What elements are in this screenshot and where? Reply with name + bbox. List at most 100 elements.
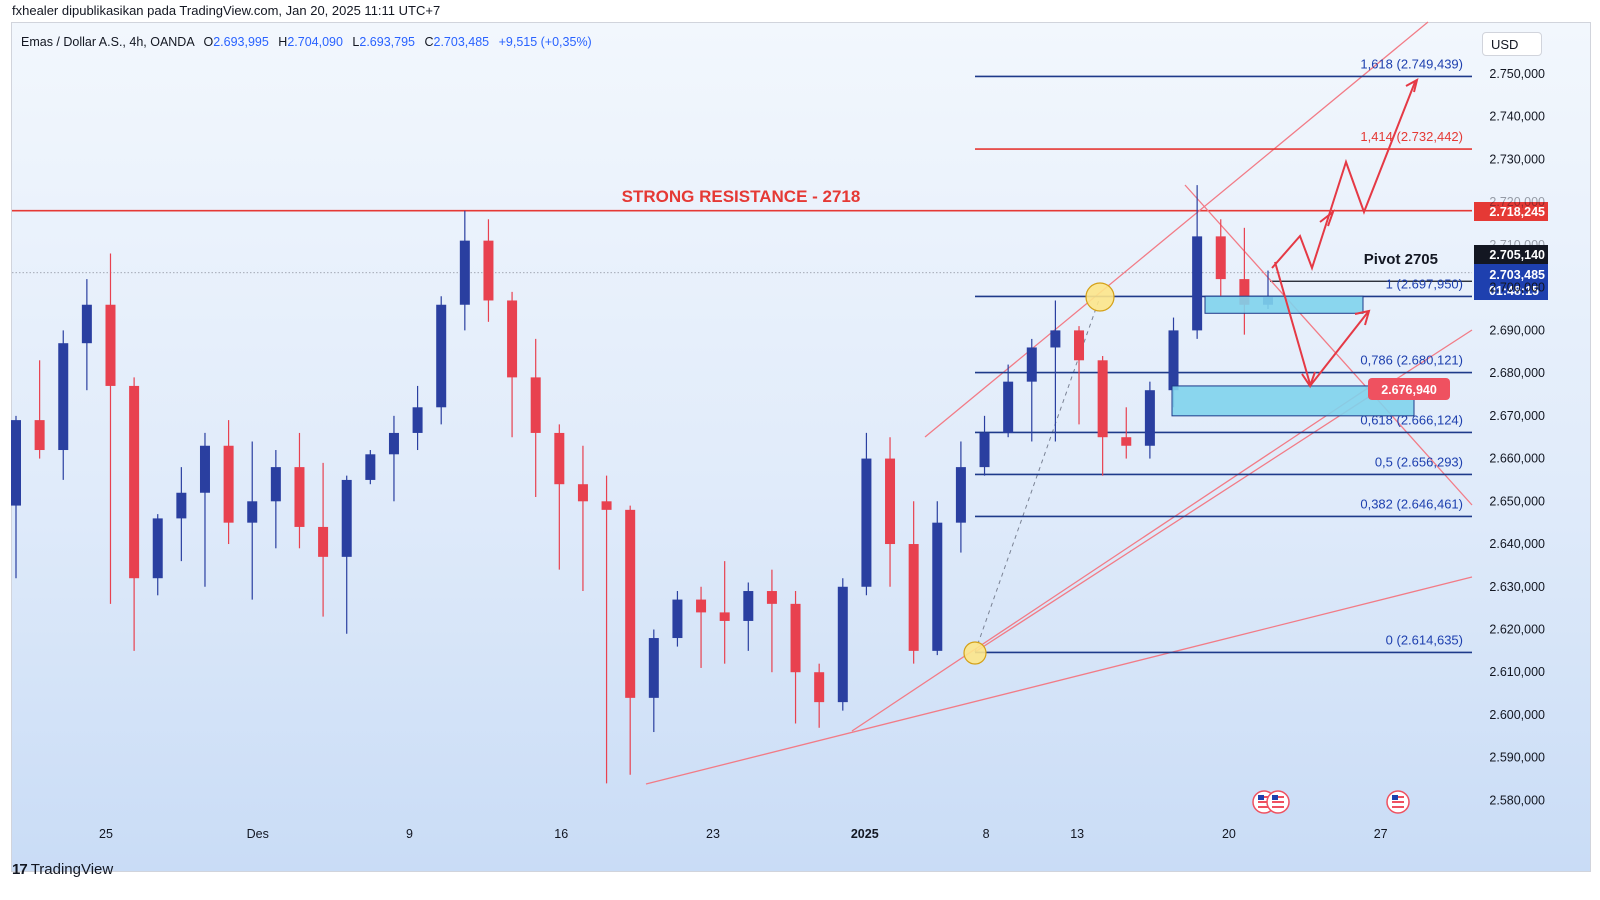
candle-body — [1026, 347, 1037, 382]
resistance-title: STRONG RESISTANCE - 2718 — [622, 187, 861, 206]
x-tick-label: 2025 — [851, 827, 879, 841]
candle-body — [885, 458, 896, 545]
candle-body — [1215, 236, 1226, 280]
brand-name: TradingView — [30, 861, 114, 878]
supply-demand-zone-upper — [1204, 295, 1364, 314]
candle-body — [979, 432, 990, 468]
fib-level-label: 1,414 (2.732,442) — [1360, 129, 1463, 144]
candle-body — [766, 591, 777, 604]
x-tick-label: 8 — [983, 827, 990, 841]
x-tick-label: 23 — [706, 827, 720, 841]
candle-body — [365, 454, 376, 480]
candle-body — [1168, 330, 1179, 391]
flag-canton — [1258, 795, 1264, 800]
candle-body — [1121, 437, 1132, 446]
currency-button[interactable]: USD — [1482, 32, 1542, 56]
pivot-price-tag-bg — [1474, 245, 1548, 264]
y-tick-label: 2.600,000 — [1489, 708, 1545, 722]
fib-level-label: 1,618 (2.749,439) — [1360, 56, 1463, 71]
candle-body — [270, 467, 281, 502]
short-support-trendline — [851, 379, 1381, 732]
publish-line: fxhealer dipublikasikan pada TradingView… — [12, 3, 441, 18]
candle-body — [696, 599, 707, 613]
candle-body — [1003, 381, 1014, 433]
bullish-projection-path — [1271, 81, 1416, 272]
flag-stripe — [1258, 801, 1270, 803]
flag-stripe — [1392, 801, 1404, 803]
last-price-tag: 2.703,485 — [1489, 268, 1545, 282]
candle-body — [294, 467, 305, 527]
countdown-label: 01:48:15 — [1489, 284, 1539, 298]
candle-body — [719, 612, 730, 621]
candle-body — [1144, 390, 1155, 446]
y-tick-label: 2.640,000 — [1489, 537, 1545, 551]
candle-body — [861, 458, 872, 587]
candle-body — [1239, 279, 1250, 305]
y-tick-label: 2.680,000 — [1489, 366, 1545, 380]
pivot-price-tag: 2.705,140 — [1489, 248, 1545, 262]
symbol-legend: Emas / Dollar A.S., 4h, OANDA O2.693,995… — [21, 35, 592, 49]
y-tick-label: 2.660,000 — [1489, 452, 1545, 466]
tradingview-logo[interactable]: 17 TradingView — [12, 861, 113, 878]
candle-body — [507, 300, 518, 378]
swing-low-marker — [963, 641, 987, 665]
x-tick-label: 13 — [1070, 827, 1084, 841]
x-tick-label: 16 — [554, 827, 568, 841]
candle-body — [790, 603, 801, 673]
candle-body — [176, 492, 187, 519]
long-support-trendline — [645, 576, 1473, 785]
candle-body — [152, 518, 163, 579]
candle-body — [105, 304, 116, 386]
candle-body — [1074, 330, 1085, 361]
candle-body — [672, 599, 683, 639]
flag-stripe — [1392, 806, 1404, 808]
us-flag-icon[interactable] — [1266, 790, 1290, 814]
candle-body — [908, 544, 919, 651]
axes: 2.580,000 2.590,000 2.600,000 2.610,000 2.62… — [99, 67, 1545, 841]
candle-body — [129, 385, 140, 579]
candle-body — [743, 591, 754, 621]
us-flag-icon[interactable] — [1386, 790, 1410, 814]
y-tick-label: 2.590,000 — [1489, 751, 1545, 765]
candle-body — [601, 501, 612, 510]
candle-body — [483, 240, 494, 301]
y-tick-label: 2.720,000 — [1489, 195, 1545, 209]
candle-body — [625, 509, 636, 698]
open-value: 2.693,995 — [213, 35, 269, 49]
flag-canton — [1392, 795, 1398, 800]
x-tick-label: 9 — [406, 827, 413, 841]
descending-trendline — [1184, 184, 1473, 506]
drawings — [12, 21, 1473, 785]
symbol-name: Emas / Dollar A.S., 4h, OANDA — [21, 35, 194, 49]
y-tick-label: 2.730,000 — [1489, 152, 1545, 166]
logo-mark-icon: 17 — [12, 861, 28, 878]
close-value: 2.703,485 — [433, 35, 490, 49]
resistance-price-tag-bg — [1474, 202, 1548, 221]
x-tick-label: 27 — [1374, 827, 1388, 841]
channel-upper-trendline — [924, 21, 1429, 438]
candle-body — [554, 432, 565, 485]
zone-price-tag: 2.676,940 — [1381, 383, 1437, 397]
candle-body — [247, 501, 258, 523]
y-tick-label: 2.580,000 — [1489, 793, 1545, 807]
candle-body — [1097, 360, 1108, 438]
candle-body — [1192, 236, 1203, 331]
low-label: L — [352, 35, 360, 49]
x-tick-label: 25 — [99, 827, 113, 841]
candle-body — [412, 407, 423, 433]
recovery-projection-path — [1309, 311, 1369, 387]
chart-pane[interactable] — [11, 22, 1591, 872]
candle-body — [388, 432, 399, 455]
pivot-label: Pivot 2705 — [1364, 251, 1438, 268]
y-tick-label: 2.690,000 — [1489, 323, 1545, 337]
last-price-tag-bg — [1474, 264, 1548, 300]
y-tick-label: 2.630,000 — [1489, 580, 1545, 594]
candle-body — [58, 343, 69, 451]
candle-body — [81, 304, 92, 344]
bullish-arrow-mid-head — [1319, 209, 1336, 227]
candle-body — [814, 672, 825, 703]
candle-body — [436, 304, 447, 408]
fib-level-label: 1 (2.697,950) — [1386, 276, 1463, 291]
fib-level-label: 0 (2.614,635) — [1386, 632, 1463, 647]
